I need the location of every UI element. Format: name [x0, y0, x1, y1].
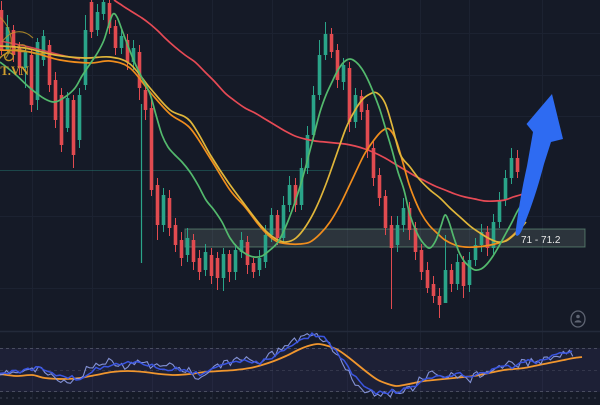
svg-text:ET.VN: ET.VN	[0, 64, 29, 78]
svg-text:71 - 71.2: 71 - 71.2	[521, 235, 561, 246]
